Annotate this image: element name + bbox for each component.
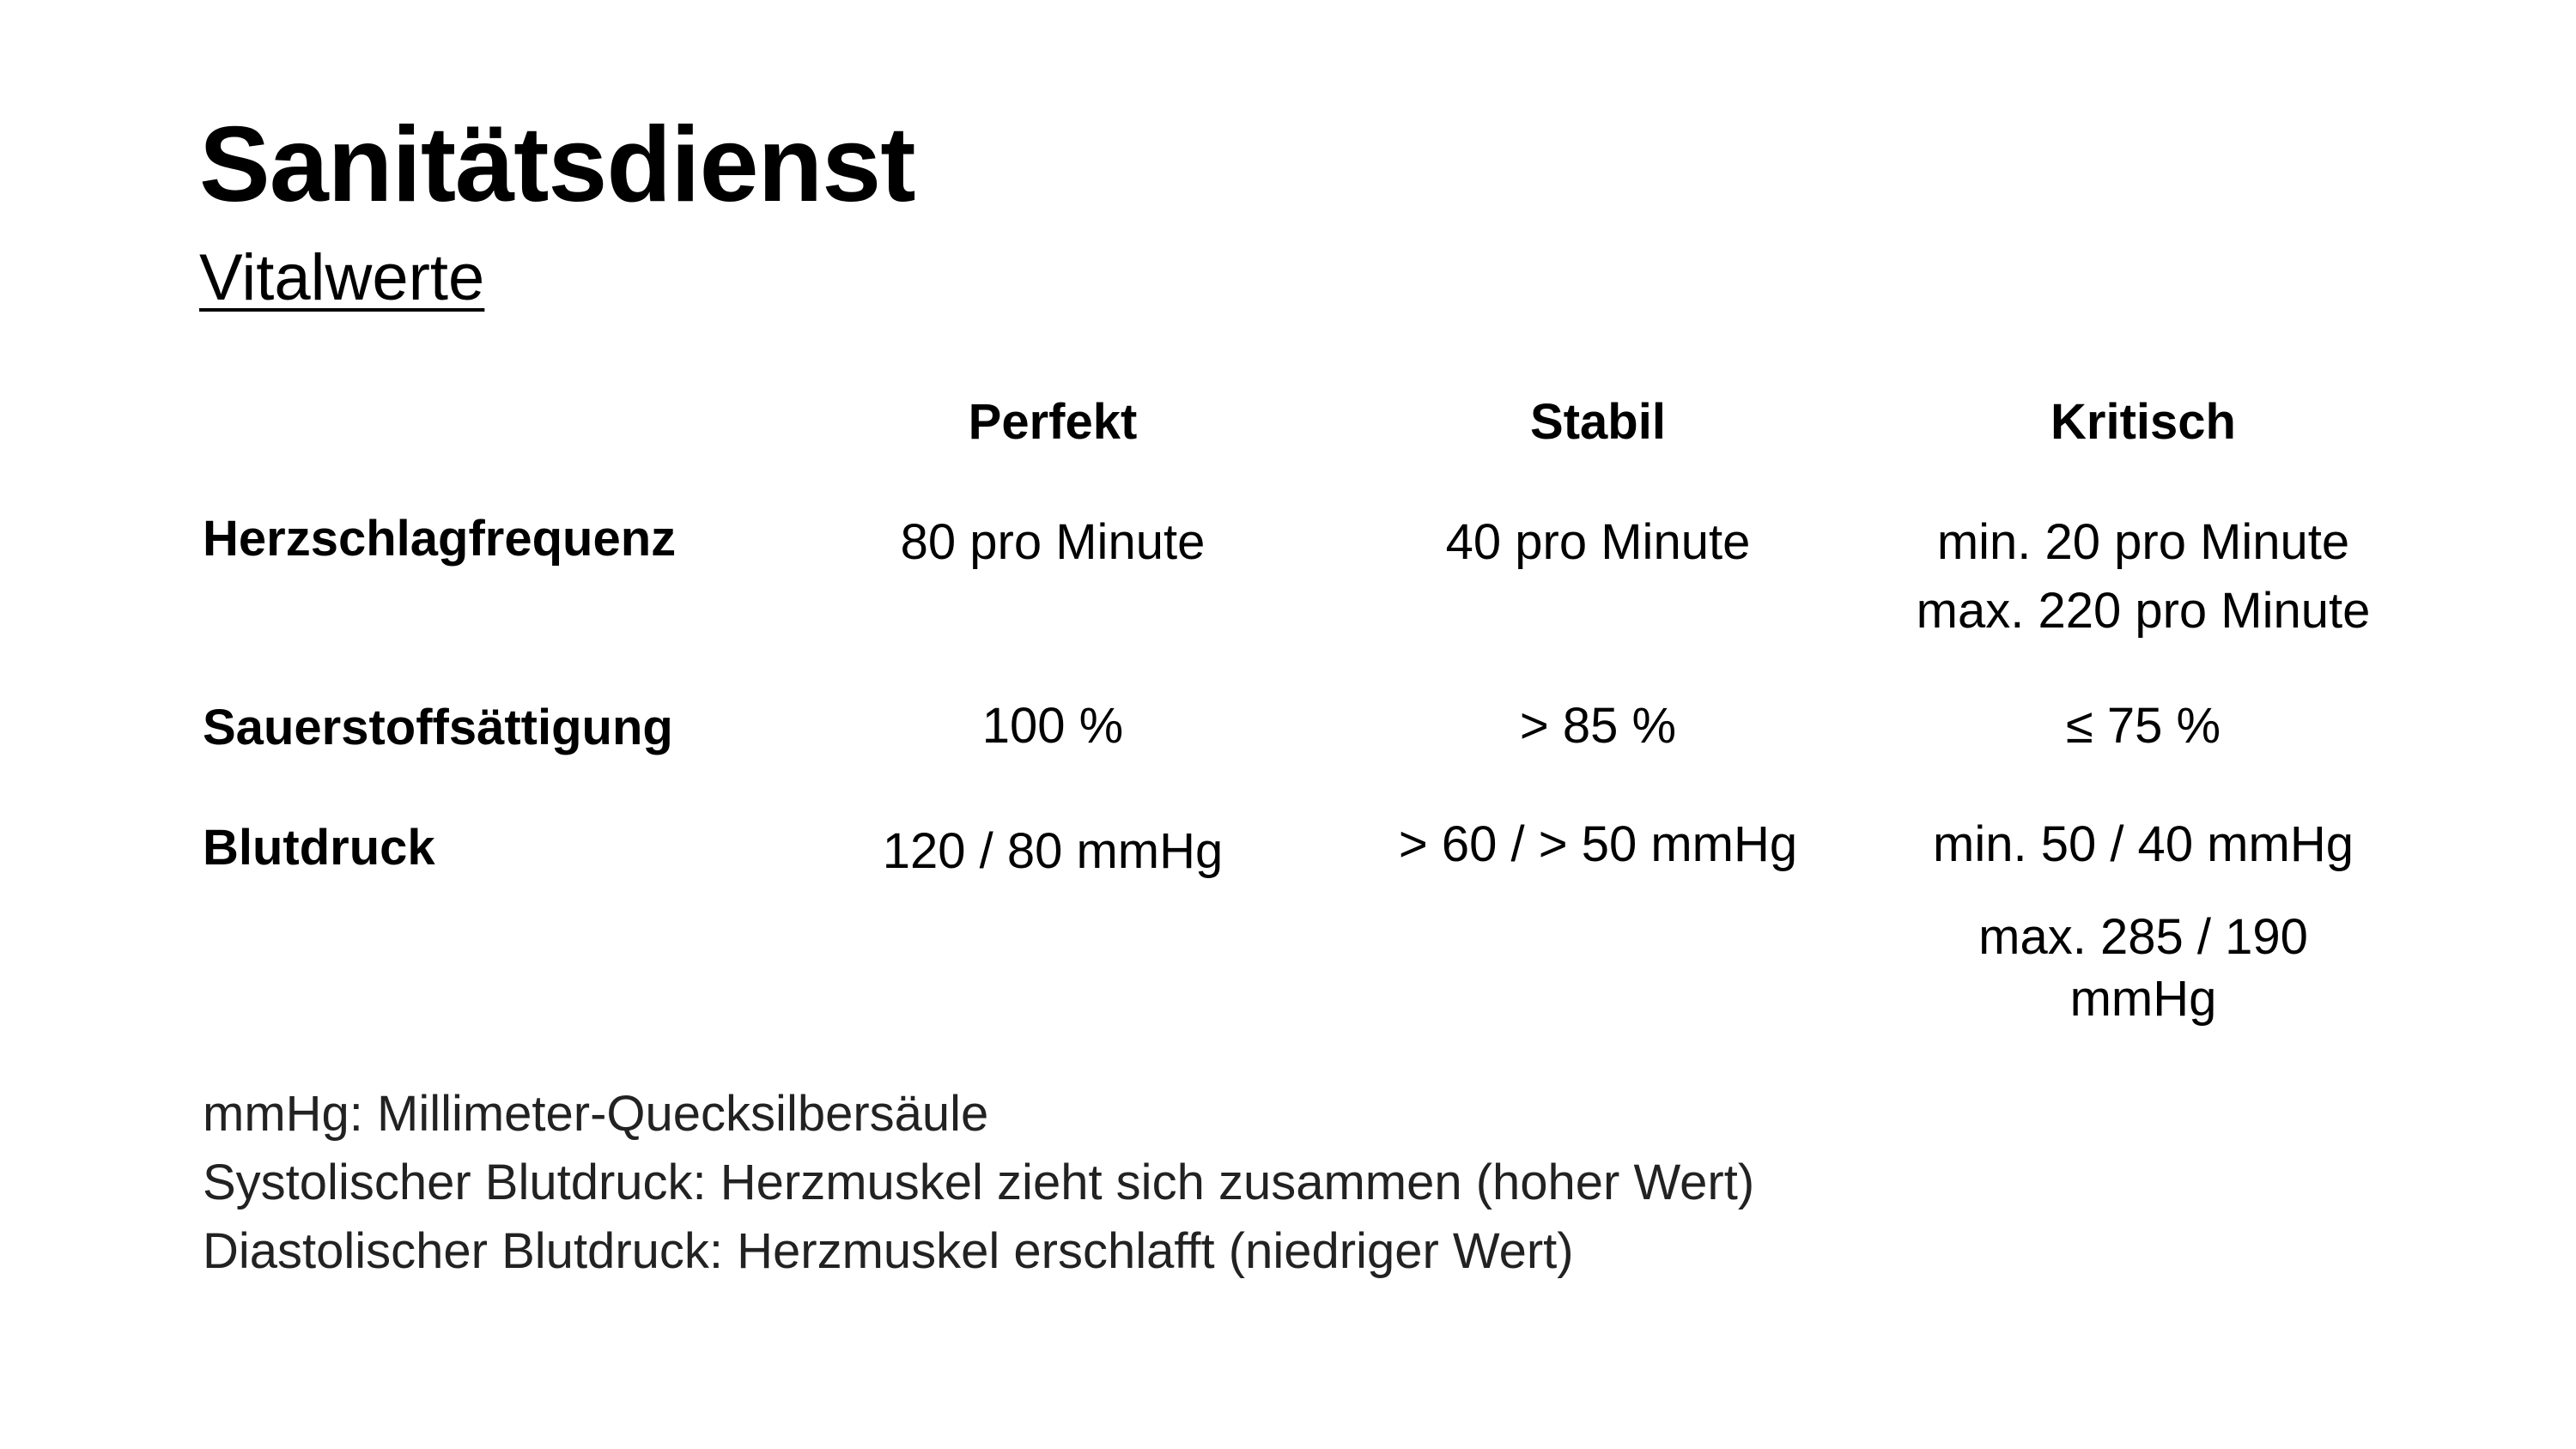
value-sauerstoff-stabil: > 85 % (1519, 698, 1677, 754)
footnote-diastolisch: Diastolischer Blutdruck: Herzmuskel ersc… (203, 1223, 1574, 1279)
footnotes: mmHg: Millimeter-Quecksilbersäule Systol… (203, 1080, 1754, 1286)
value-herzschlag-kritisch-max: max. 220 pro Minute (1916, 583, 2371, 639)
value-herzschlag-kritisch-min: min. 20 pro Minute (1936, 514, 2350, 570)
value-blutdruck-perfekt: 120 / 80 mmHg (882, 823, 1224, 879)
value-blutdruck-kritisch-min: min. 50 / 40 mmHg (1933, 816, 2354, 872)
value-herzschlag-perfekt: 80 pro Minute (900, 514, 1206, 570)
column-header-kritisch: Kritisch (2050, 394, 2236, 450)
footnote-systolisch: Systolischer Blutdruck: Herzmuskel zieht… (203, 1155, 1755, 1210)
value-blutdruck-stabil: > 60 / > 50 mmHg (1398, 816, 1798, 872)
value-herzschlag-stabil: 40 pro Minute (1445, 514, 1751, 570)
column-header-perfekt: Perfekt (968, 394, 1138, 450)
value-blutdruck-kritisch-max: max. 285 / 190 (1978, 909, 2308, 965)
value-sauerstoff-perfekt: 100 % (981, 698, 1124, 754)
page-subtitle: Vitalwerte (199, 241, 485, 314)
row-label-sauerstoffsaettigung: Sauerstoffsättigung (203, 700, 673, 755)
row-label-blutdruck: Blutdruck (203, 820, 435, 876)
row-label-herzschlagfrequenz: Herzschlagfrequenz (203, 511, 677, 567)
footnote-mmhg: mmHg: Millimeter-Quecksilbersäule (203, 1086, 989, 1142)
page-title: Sanitätsdienst (199, 106, 916, 224)
value-sauerstoff-kritisch: ≤ 75 % (2065, 698, 2221, 754)
column-header-stabil: Stabil (1530, 394, 1666, 450)
value-blutdruck-kritisch-unit: mmHg (2069, 971, 2217, 1027)
